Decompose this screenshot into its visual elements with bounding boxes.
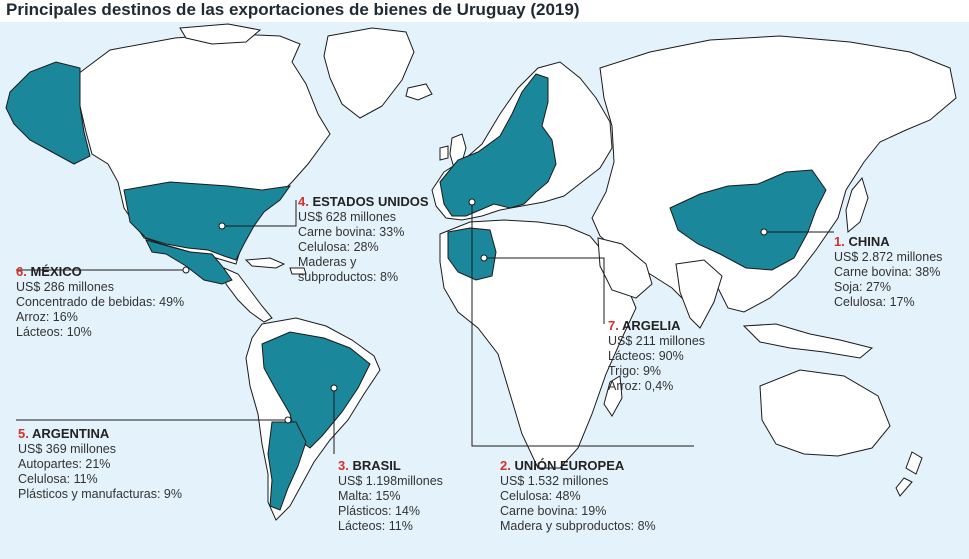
markers bbox=[182, 198, 768, 424]
land-arabia bbox=[597, 237, 653, 299]
callout-estados-unidos: 4. ESTADOS UNIDOS US$ 628 millones Carne… bbox=[298, 194, 429, 285]
marker-brasil bbox=[330, 384, 338, 392]
callout-line: Soja: 27% bbox=[834, 280, 891, 294]
callout-line: Autopartes: 21% bbox=[18, 457, 111, 471]
land-arctic-islands bbox=[179, 23, 262, 45]
callout-line: Carne bovina: 38% bbox=[834, 265, 941, 279]
callout-line: subproductos: 8% bbox=[298, 270, 399, 284]
callout-line: Trigo: 9% bbox=[608, 364, 662, 378]
callout-line: US$ 1.198millones bbox=[338, 474, 443, 488]
callout-brasil: 3. BRASIL US$ 1.198millones Malta: 15% P… bbox=[338, 458, 443, 534]
callout-line: Celulosa: 48% bbox=[500, 489, 581, 503]
rank-number: 1. bbox=[834, 234, 845, 249]
land-australia bbox=[759, 369, 891, 457]
rank-number: 7. bbox=[608, 318, 619, 333]
marker-argentina bbox=[284, 416, 292, 424]
land-new-zealand bbox=[895, 451, 923, 497]
callout-china: 1. CHINA US$ 2.872 millones Carne bovina… bbox=[834, 234, 942, 310]
destination-name: ARGELIA bbox=[621, 318, 681, 333]
callout-line: Celulosa: 17% bbox=[834, 295, 915, 309]
rank-number: 2. bbox=[500, 458, 511, 473]
marker-china bbox=[760, 228, 768, 236]
destination-name: BRASIL bbox=[352, 458, 401, 473]
callout-argentina: 5. ARGENTINA US$ 369 millones Autopartes… bbox=[18, 426, 182, 502]
country-mexico bbox=[145, 239, 233, 285]
country-brasil bbox=[261, 331, 371, 449]
callout-line: Carne bovina: 19% bbox=[500, 504, 607, 518]
callout-heading: 2. UNIÓN EUROPEA bbox=[500, 458, 656, 474]
rank-number: 5. bbox=[18, 426, 29, 441]
country-argentina bbox=[267, 421, 307, 511]
rank-number: 6. bbox=[16, 264, 27, 279]
callout-line: Plásticos: 14% bbox=[338, 504, 420, 518]
callout-argelia: 7. ARGELIA US$ 211 millones Lácteos: 90%… bbox=[608, 318, 705, 394]
callout-line: Plásticos y manufacturas: 9% bbox=[18, 487, 182, 501]
callout-line: US$ 2.872 millones bbox=[834, 250, 943, 264]
country-estados-unidos bbox=[123, 181, 292, 261]
callout-line: US$ 628 millones bbox=[298, 210, 396, 224]
leader-lines bbox=[16, 200, 834, 454]
callout-heading: 5. ARGENTINA bbox=[18, 426, 182, 442]
callout-line: Carne bovina: 33% bbox=[298, 225, 405, 239]
callout-line: US$ 286 millones bbox=[16, 280, 114, 294]
marker-argelia bbox=[480, 254, 488, 262]
callout-line: US$ 211 millones bbox=[608, 334, 706, 348]
marker-union-europea bbox=[468, 198, 476, 206]
land-asia bbox=[591, 35, 957, 313]
callout-union-europea: 2. UNIÓN EUROPEA US$ 1.532 millones Celu… bbox=[500, 458, 656, 534]
callout-heading: 7. ARGELIA bbox=[608, 318, 705, 334]
callout-heading: 6. MÉXICO bbox=[16, 264, 184, 280]
callout-line: Lácteos: 11% bbox=[338, 519, 413, 533]
destination-name: ESTADOS UNIDOS bbox=[312, 194, 429, 209]
country-union-europea bbox=[439, 73, 557, 217]
callout-line: Arroz: 16% bbox=[16, 310, 78, 324]
callout-line: Lácteos: 10% bbox=[16, 325, 92, 339]
rank-number: 4. bbox=[298, 194, 309, 209]
callout-line: Maderas y bbox=[298, 255, 357, 269]
destination-name: ARGENTINA bbox=[31, 426, 110, 441]
callout-line: US$ 1.532 millones bbox=[500, 474, 609, 488]
leader-union-europea bbox=[471, 202, 694, 447]
callout-line: Concentrado de bebidas: 49% bbox=[16, 295, 185, 309]
map-frame: 4. ESTADOS UNIDOS US$ 628 millones Carne… bbox=[0, 22, 969, 559]
callout-line: Celulosa: 11% bbox=[18, 472, 98, 486]
land-india bbox=[675, 259, 723, 329]
land-se-asia bbox=[742, 323, 874, 359]
callout-line: Celulosa: 28% bbox=[298, 240, 379, 254]
leader-argelia bbox=[484, 257, 605, 324]
destination-name: UNIÓN EUROPEA bbox=[514, 458, 625, 473]
callout-line: Malta: 15% bbox=[338, 489, 401, 503]
land-caribbean bbox=[244, 257, 307, 275]
land-japan bbox=[845, 176, 869, 233]
callout-mexico: 6. MÉXICO US$ 286 millones Concentrado d… bbox=[16, 264, 184, 340]
leader-estados-unidos bbox=[222, 200, 297, 227]
land-central-america bbox=[223, 267, 273, 323]
country-china bbox=[669, 169, 827, 271]
destination-name: MÉXICO bbox=[30, 264, 82, 279]
map-title: Principales destinos de las exportacione… bbox=[6, 0, 580, 19]
marker-estados-unidos bbox=[218, 222, 226, 230]
callout-line: Arroz: 0,4% bbox=[608, 379, 674, 393]
callout-line: Lácteos: 90% bbox=[608, 349, 684, 363]
callout-line: Madera y subproductos: 8% bbox=[500, 519, 656, 533]
land-madagascar bbox=[603, 375, 623, 417]
destination-name: CHINA bbox=[848, 234, 890, 249]
rank-number: 3. bbox=[338, 458, 349, 473]
marker-mexico bbox=[182, 266, 190, 274]
callout-line: US$ 369 millones bbox=[18, 442, 116, 456]
world-map bbox=[0, 22, 969, 559]
callout-heading: 4. ESTADOS UNIDOS bbox=[298, 194, 429, 210]
land-greenland bbox=[323, 27, 415, 119]
callout-heading: 3. BRASIL bbox=[338, 458, 443, 474]
country-alaska bbox=[5, 61, 91, 165]
land-iceland bbox=[405, 83, 433, 101]
land-africa bbox=[439, 219, 637, 469]
callout-heading: 1. CHINA bbox=[834, 234, 942, 250]
